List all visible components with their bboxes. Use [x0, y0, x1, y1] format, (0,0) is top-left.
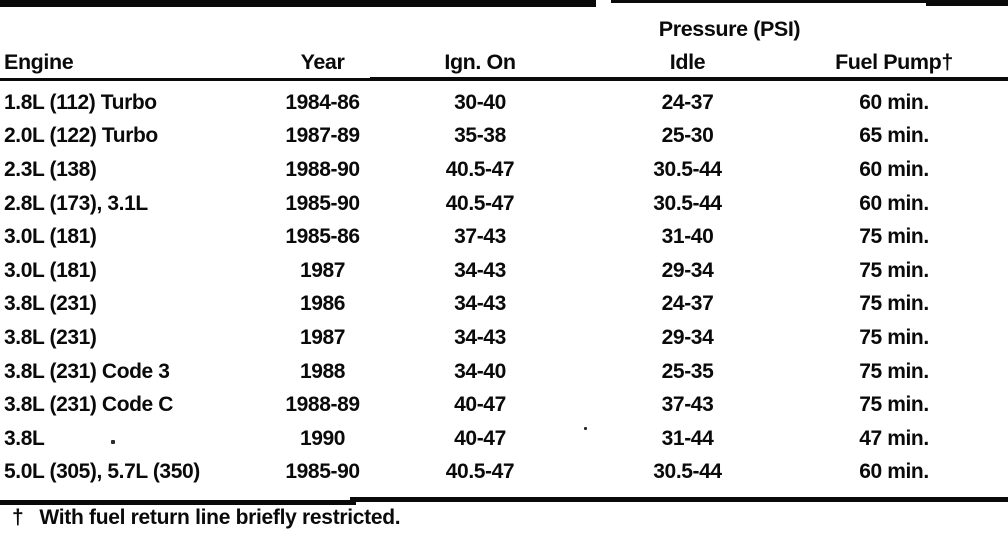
cell-ign-on: 40.5-47: [445, 191, 515, 215]
table-body: 1.8L (112) Turbo 1984-86 30-40 24-37 60 min.…: [0, 86, 1008, 489]
cell-engine: 1.8L (112) Turbo: [4, 90, 157, 114]
header-underline-segment: [0, 78, 372, 81]
group-header-spacer: [0, 10, 565, 42]
cell-idle: 37-43: [661, 393, 714, 417]
cell-fuel-pump: 47 min.: [859, 426, 929, 450]
col-header-ign-on: Ign. On: [444, 49, 516, 74]
cell-fuel-pump: 60 min.: [859, 460, 929, 484]
col-header-idle: Idle: [669, 49, 706, 74]
cell-year: 1987: [299, 258, 346, 282]
group-header-label: Pressure (PSI): [658, 17, 801, 41]
cell-idle: 24-37: [661, 292, 714, 316]
scan-artifact-dot: [111, 440, 115, 444]
cell-fuel-pump: 60 min.: [859, 90, 929, 114]
col-header-year: Year: [300, 49, 345, 74]
cell-year: 1987-89: [285, 124, 360, 148]
cell-ign-on: 34-43: [454, 292, 506, 316]
cell-year: 1986: [299, 292, 346, 316]
table-bottom-rule-segment: [350, 497, 1008, 502]
cell-ign-on: 34-43: [454, 258, 506, 282]
top-rule-segment: [611, 0, 930, 3]
table-row: 3.8L (231) 1986 34-43 24-37 75 min.: [0, 288, 1008, 322]
cell-fuel-pump: 75 min.: [859, 258, 929, 282]
cell-year: 1987: [299, 325, 346, 349]
cell-fuel-pump: 75 min.: [859, 359, 929, 383]
table-row: 2.8L (173), 3.1L 1985-90 40.5-47 30.5-44 60 …: [0, 187, 1008, 221]
cell-ign-on: 34-43: [454, 325, 506, 349]
column-header-row: Engine Year Ign. On Idle Fuel Pump†: [0, 42, 1008, 86]
cell-fuel-pump: 75 min.: [859, 325, 929, 349]
cell-ign-on: 30-40: [454, 90, 506, 114]
cell-engine: 3.0L (181): [4, 225, 97, 249]
cell-idle: 30.5-44: [653, 157, 722, 181]
cell-fuel-pump: 60 min.: [859, 157, 929, 181]
cell-year: 1985-90: [285, 460, 360, 484]
cell-year: 1985-90: [285, 191, 360, 215]
col-header-fuel-pump: Fuel Pump†: [835, 49, 953, 74]
top-rule-segment: [0, 0, 596, 7]
cell-engine: 3.8L (231) Code 3: [4, 359, 170, 383]
group-header-spacer: [810, 10, 1008, 42]
cell-ign-on: 35-38: [454, 124, 506, 148]
table-row: 3.0L (181) 1987 34-43 29-34 75 min.: [0, 254, 1008, 288]
cell-year: 1985-86: [285, 225, 360, 249]
table-row: 5.0L (305), 5.7L (350) 1985-90 40.5-47 30.5…: [0, 456, 1008, 490]
cell-fuel-pump: 75 min.: [859, 292, 929, 316]
cell-ign-on: 40.5-47: [445, 460, 515, 484]
scan-artifact-dot: [584, 427, 587, 430]
table-row: 3.8L (231) 1987 34-43 29-34 75 min.: [0, 321, 1008, 355]
table-row: 2.0L (122) Turbo 1987-89 35-38 25-30 65 min.: [0, 120, 1008, 154]
cell-ign-on: 40-47: [454, 426, 506, 450]
cell-fuel-pump: 60 min.: [859, 191, 929, 215]
cell-ign-on: 40-47: [454, 393, 506, 417]
cell-idle: 29-34: [661, 258, 714, 282]
cell-idle: 29-34: [661, 325, 714, 349]
cell-ign-on: 40.5-47: [445, 157, 515, 181]
cell-engine: 5.0L (305), 5.7L (350): [4, 460, 200, 484]
table-header: Pressure (PSI) Engine Year Ign. On Idle …: [0, 10, 1008, 86]
cell-year: 1988: [299, 359, 346, 383]
cell-engine: 3.8L (231) Code C: [4, 393, 174, 417]
cell-engine: 2.3L (138): [4, 157, 97, 181]
cell-fuel-pump: 75 min.: [859, 393, 929, 417]
cell-engine: 2.0L (122) Turbo: [4, 124, 158, 148]
col-header-engine: Engine: [4, 49, 74, 74]
table-row: 3.8L 1990 40-47 31-44 47 min.: [0, 422, 1008, 456]
table-bottom-rule-segment: [0, 500, 356, 505]
cell-idle: 24-37: [661, 90, 714, 114]
cell-idle: 30.5-44: [653, 460, 722, 484]
cell-engine: 3.8L (231): [4, 292, 97, 316]
cell-idle: 25-30: [661, 124, 714, 148]
cell-year: 1990: [299, 426, 346, 450]
cell-engine: 3.8L: [4, 426, 45, 450]
table-row: 3.8L (231) Code C 1988-89 40-47 37-43 75 min…: [0, 388, 1008, 422]
table-row: 2.3L (138) 1988-90 40.5-47 30.5-44 60 min.: [0, 153, 1008, 187]
top-rule-segment: [926, 0, 1008, 6]
cell-year: 1988-89: [285, 393, 360, 417]
table-row: 3.8L (231) Code 3 1988 34-40 25-35 75 min.: [0, 355, 1008, 389]
cell-fuel-pump: 75 min.: [859, 225, 929, 249]
table-row: 1.8L (112) Turbo 1984-86 30-40 24-37 60 min.: [0, 86, 1008, 120]
footnote: † With fuel return line briefly restricte…: [12, 506, 401, 530]
group-header-pressure-psi: Pressure (PSI): [565, 10, 810, 42]
table-row: 3.0L (181) 1985-86 37-43 31-40 75 min.: [0, 220, 1008, 254]
cell-fuel-pump: 65 min.: [859, 124, 929, 148]
dagger-symbol: †: [12, 506, 24, 529]
group-header-row: Pressure (PSI): [0, 10, 1008, 42]
footnote-text: With fuel return line briefly restricted…: [39, 506, 401, 529]
cell-engine: 3.0L (181): [4, 258, 97, 282]
cell-ign-on: 37-43: [454, 225, 506, 249]
cell-year: 1984-86: [285, 90, 360, 114]
fuel-pressure-spec-table: Pressure (PSI) Engine Year Ign. On Idle …: [0, 10, 1008, 489]
cell-engine: 3.8L (231): [4, 325, 97, 349]
cell-idle: 30.5-44: [653, 191, 722, 215]
cell-idle: 31-40: [661, 225, 714, 249]
cell-idle: 31-44: [661, 426, 714, 450]
cell-year: 1988-90: [285, 157, 360, 181]
header-underline-segment: [370, 77, 1008, 81]
cell-engine: 2.8L (173), 3.1L: [4, 191, 148, 215]
cell-idle: 25-35: [661, 359, 714, 383]
cell-ign-on: 34-40: [454, 359, 506, 383]
